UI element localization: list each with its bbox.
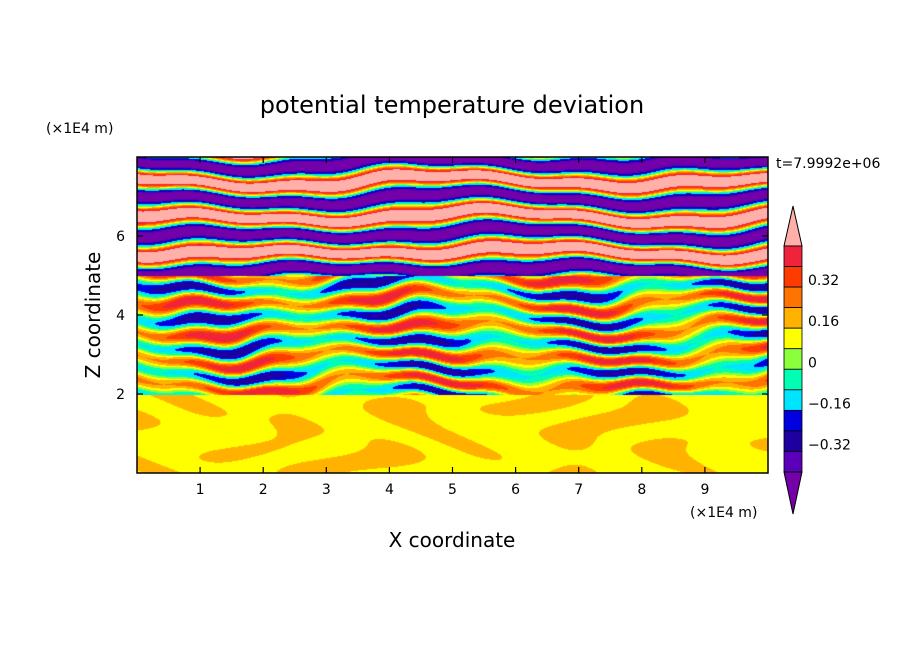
colorbar-band xyxy=(783,286,803,309)
colorbar: 0.32 0.16 0 −0.16 −0.32 xyxy=(783,205,851,515)
colorbar-band xyxy=(783,327,803,350)
colorbar-band xyxy=(783,348,803,370)
colorbar-band xyxy=(783,266,803,288)
x-tick-label: 7 xyxy=(574,482,583,498)
colorbar-band xyxy=(783,245,803,267)
x-axis-label: X coordinate xyxy=(389,528,516,552)
chart-title: potential temperature deviation xyxy=(260,91,644,119)
colorbar-band xyxy=(783,430,803,452)
x-tick-label: 1 xyxy=(196,482,205,498)
colorbar-tick-label: −0.16 xyxy=(808,396,851,412)
colorbar-band xyxy=(783,307,803,329)
x-tick-label: 4 xyxy=(385,482,394,498)
colorbar-extend-min xyxy=(783,471,803,515)
colorbar-band xyxy=(783,409,803,432)
colorbar-band xyxy=(783,451,803,473)
x-tick-label: 9 xyxy=(700,482,709,498)
y-tick-label: 2 xyxy=(116,387,125,403)
time-label: t=7.9992e+06 xyxy=(776,156,880,172)
y-tick-label: 6 xyxy=(116,229,125,245)
colorbar-extend-max xyxy=(783,205,803,247)
x-tick-label: 8 xyxy=(637,482,646,498)
contour-raster xyxy=(137,157,768,473)
colorbar-tick-label: 0.16 xyxy=(808,314,839,330)
x-tick-label: 5 xyxy=(448,482,457,498)
colorbar-tick-label: 0 xyxy=(808,355,817,371)
colorbar-band xyxy=(783,389,803,411)
x-tick-label: 2 xyxy=(259,482,268,498)
y-tick-label: 4 xyxy=(116,308,125,324)
colorbar-band xyxy=(783,368,803,391)
colorbar-tick-label: −0.32 xyxy=(808,437,851,453)
x-unit-label: (×1E4 m) xyxy=(690,505,757,521)
y-axis: 2 4 6 xyxy=(116,229,768,403)
x-tick-label: 6 xyxy=(511,482,520,498)
y-axis-label: Z coordinate xyxy=(81,252,105,379)
y-unit-label: (×1E4 m) xyxy=(46,121,113,137)
contour-field xyxy=(137,157,768,473)
x-tick-label: 3 xyxy=(322,482,331,498)
x-axis: 1 2 3 4 5 6 7 8 9 xyxy=(196,157,709,498)
colorbar-tick-label: 0.32 xyxy=(808,273,839,289)
